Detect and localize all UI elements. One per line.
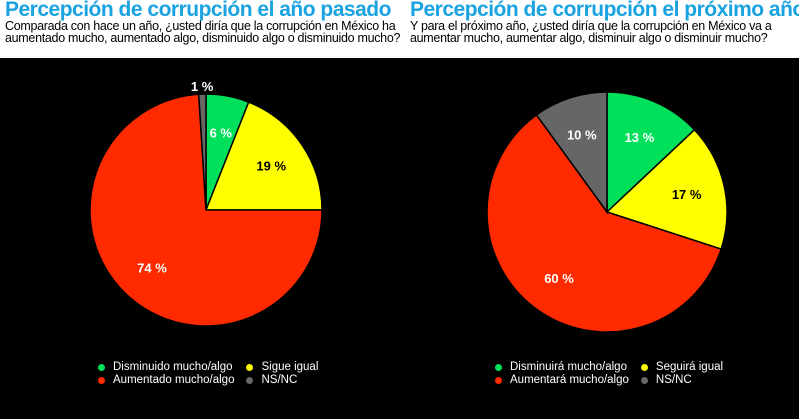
legend-label: NS/NC xyxy=(261,374,298,386)
pie-slice xyxy=(204,101,323,211)
data-label: 17 % xyxy=(672,187,702,202)
legend-swatch xyxy=(640,363,648,371)
chart-subtitle-line: aumentado mucho, aumentado algo, disminu… xyxy=(5,31,401,45)
legend-swatch xyxy=(98,363,105,371)
pie-slice xyxy=(89,93,323,327)
chart-subtitle-line: aumentar mucho, aumentar algo, disminuir… xyxy=(410,31,768,45)
chart-subtitle-line: Y para el próximo año, ¿usted diría que … xyxy=(410,19,772,33)
legend-item: NS/NC xyxy=(640,374,723,386)
legend-label: Disminuirá mucho/algo xyxy=(510,361,627,373)
legend-item: Aumentado mucho/algo xyxy=(98,374,234,386)
legend-swatch xyxy=(495,363,502,371)
chart-title: Percepción de corrupción el próximo año xyxy=(410,0,799,21)
legend-item: Aumentará mucho/algo xyxy=(495,374,629,386)
pie-slice xyxy=(535,91,608,215)
data-label: 6 % xyxy=(210,126,233,141)
data-label: 60 % xyxy=(544,271,574,286)
data-label: 1 % xyxy=(191,79,214,94)
data-label: 10 % xyxy=(567,127,597,142)
legend-item: Seguirá igual xyxy=(640,361,724,373)
data-label: 19 % xyxy=(256,159,286,174)
legend-label: Aumentará mucho/algo xyxy=(510,374,629,386)
legend-item: Sigue igual xyxy=(246,361,318,373)
legend-label: NS/NC xyxy=(655,374,692,386)
pie-slice xyxy=(486,113,723,333)
legend-item: Disminuirá mucho/algo xyxy=(495,361,629,373)
legend-swatch xyxy=(98,376,105,384)
data-label: 13 % xyxy=(625,130,655,145)
legend-2: Disminuirá mucho/algo Seguirá igual Aume… xyxy=(495,361,723,386)
pie-slice xyxy=(606,91,696,214)
legend-label: Disminuido mucho/algo xyxy=(113,361,233,373)
chart-header-2: Percepción de corrupción el próximo año … xyxy=(410,0,799,44)
legend-swatch xyxy=(640,376,648,384)
legend-swatch xyxy=(246,363,254,371)
legend-item: NS/NC xyxy=(246,374,318,386)
pie-slice xyxy=(605,128,728,251)
chart-header-1: Percepción de corrupción el año pasado C… xyxy=(5,0,405,44)
legend-label: Seguirá igual xyxy=(655,361,724,373)
pie-slice xyxy=(197,93,207,211)
data-label: 74 % xyxy=(137,261,167,276)
legend-1: Disminuido mucho/algo Sigue igual Aument… xyxy=(98,361,318,386)
legend-swatch xyxy=(246,376,254,384)
legend-label: Sigue igual xyxy=(261,361,319,373)
legend-swatch xyxy=(495,376,502,384)
legend-item: Disminuido mucho/algo xyxy=(98,361,234,373)
chart-subtitle-line: Comparada con hace un año, ¿usted diría … xyxy=(5,19,396,33)
legend-label: Aumentado mucho/algo xyxy=(113,374,235,386)
chart-title: Percepción de corrupción el año pasado xyxy=(5,0,391,21)
